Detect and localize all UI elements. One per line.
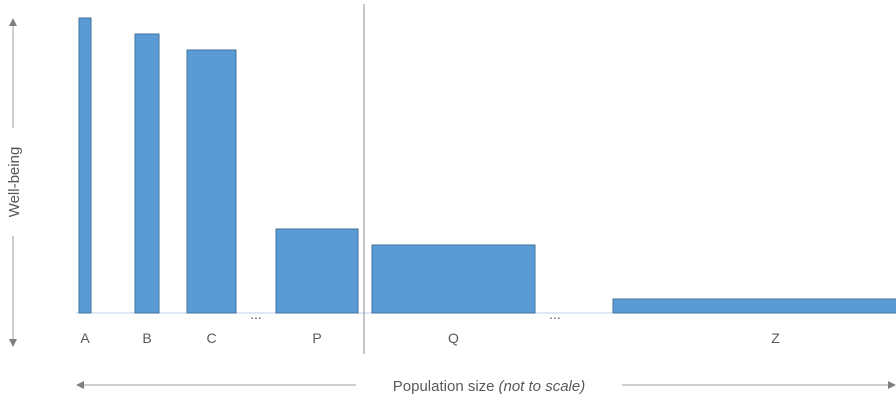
x-axis: Population size (not to scale) — [76, 378, 896, 395]
gap-marker-after-q: ... — [549, 306, 561, 322]
category-label-q: Q — [448, 330, 459, 346]
x-axis-title-main: Population size — [393, 378, 495, 395]
y-axis-title: Well-being — [6, 147, 23, 218]
bar-p — [275, 228, 359, 314]
gap-markers: ...... — [250, 306, 561, 322]
category-label-z: Z — [771, 330, 780, 346]
category-label-b: B — [142, 330, 151, 346]
x-axis-title: Population size (not to scale) — [393, 378, 585, 395]
category-label-a: A — [80, 330, 90, 346]
bars — [78, 17, 896, 314]
y-axis: Well-being — [6, 18, 23, 347]
bar-c — [186, 49, 237, 314]
bar-q — [371, 244, 536, 314]
x-axis-title-note: (not to scale) — [499, 378, 586, 395]
category-label-c: C — [206, 330, 216, 346]
bar-z — [612, 298, 896, 314]
bar-b — [134, 33, 160, 314]
gap-marker-after-c: ... — [250, 306, 262, 322]
bar-a — [78, 17, 92, 314]
category-label-p: P — [312, 330, 321, 346]
